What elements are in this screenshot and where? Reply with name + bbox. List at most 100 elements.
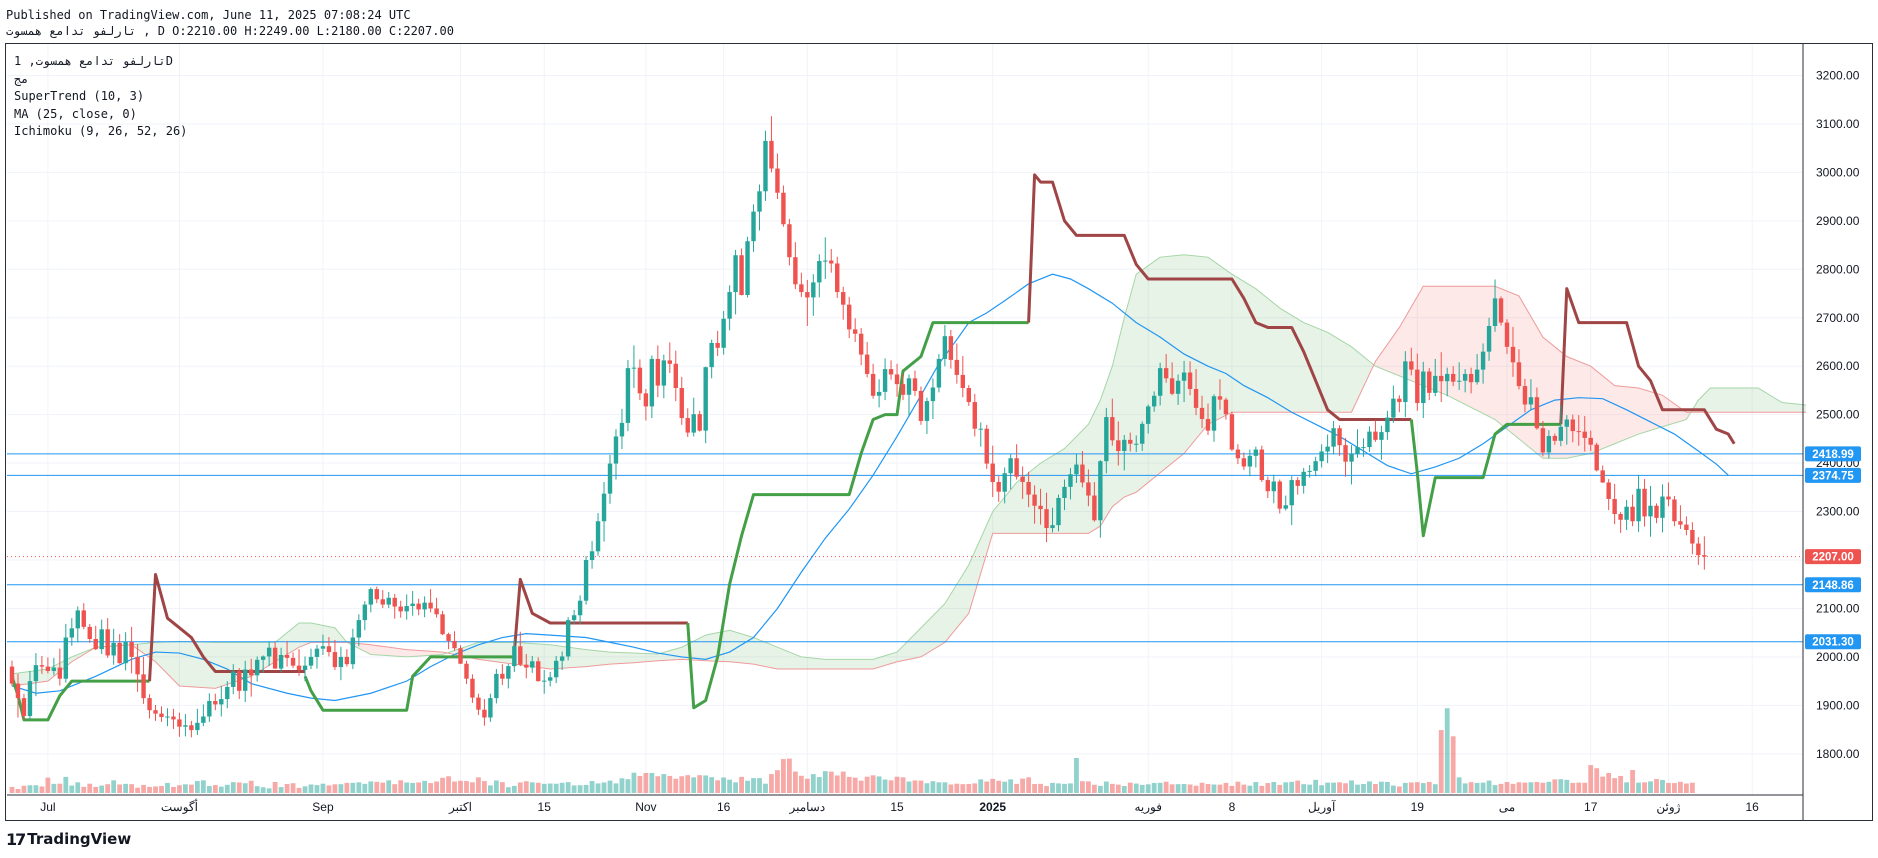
- volume-bar: [715, 780, 721, 793]
- candle-body: [607, 463, 613, 494]
- volume-bar: [1361, 784, 1366, 793]
- y-tick-label: 2000.00: [1816, 650, 1860, 664]
- volume-bar: [69, 785, 75, 793]
- candle-body: [1582, 431, 1587, 438]
- candle-body: [954, 359, 960, 375]
- candle-body: [864, 354, 870, 374]
- volume-bar: [1265, 783, 1271, 793]
- candle-body: [51, 667, 57, 671]
- volume-bar: [1660, 779, 1665, 793]
- candle-body: [422, 602, 427, 610]
- volume-bar: [1390, 785, 1396, 793]
- volume-bar: [194, 781, 200, 793]
- volume-bar: [990, 778, 996, 793]
- volume-bar: [105, 784, 111, 793]
- volume-bar: [523, 781, 529, 793]
- volume-bar: [1444, 708, 1450, 793]
- volume-bar: [1570, 782, 1576, 793]
- volume-bar: [1666, 782, 1671, 793]
- candle-body: [201, 716, 206, 723]
- volume-bar: [111, 780, 117, 793]
- candle-body: [392, 597, 397, 607]
- volume-bar: [1157, 782, 1163, 793]
- volume-bar: [607, 780, 613, 793]
- candle-body: [1606, 482, 1611, 499]
- volume-bar: [505, 787, 511, 793]
- candle-body: [207, 701, 212, 717]
- chart-legend[interactable]: تارلفو تدامع همسوت, 1D مج SuperTrend (10…: [14, 53, 187, 141]
- volume-bar: [882, 779, 888, 793]
- candle-body: [1379, 432, 1384, 440]
- candle-body: [1516, 362, 1522, 387]
- y-tick-label: 2900.00: [1816, 214, 1860, 228]
- volume-bar: [1097, 785, 1103, 793]
- volume-bar: [1223, 782, 1229, 793]
- legend-symbol[interactable]: تارلفو تدامع همسوت, 1D: [14, 54, 173, 68]
- volume-bar: [1211, 784, 1217, 793]
- volume-bar: [147, 786, 152, 793]
- x-tick-label: 8: [1229, 800, 1236, 814]
- candle-body: [1080, 464, 1085, 483]
- volume-bar: [260, 787, 266, 793]
- legend-supertrend[interactable]: SuperTrend (10, 3): [14, 89, 145, 103]
- candle-body: [314, 648, 320, 657]
- volume-bar: [159, 786, 164, 793]
- volume-bar: [1474, 782, 1480, 793]
- volume-bar: [1438, 730, 1444, 793]
- volume-bar: [751, 778, 756, 793]
- legend-ichimoku[interactable]: Ichimoku (9, 26, 52, 26): [14, 124, 188, 138]
- volume-bar: [852, 777, 858, 793]
- candle-body: [278, 654, 284, 669]
- candle-body: [1642, 488, 1647, 517]
- volume-bar: [1594, 768, 1600, 793]
- x-tick-label: 17: [1584, 800, 1598, 814]
- volume-bar: [661, 774, 667, 793]
- hline-price-label: 2374.75: [1812, 470, 1854, 482]
- hline-price-label: 2031.30: [1812, 637, 1854, 649]
- volume-bar: [1534, 781, 1540, 793]
- volume-bar: [1582, 782, 1588, 793]
- candle-body: [344, 656, 350, 665]
- candle-body: [847, 304, 852, 330]
- volume-bar: [39, 786, 45, 793]
- candle-body: [1098, 461, 1103, 521]
- candle-body: [990, 463, 995, 483]
- volume-bar: [302, 786, 308, 793]
- candle-body: [697, 414, 702, 431]
- candle-body: [1456, 380, 1462, 382]
- candle-body: [434, 608, 439, 615]
- candle-body: [1600, 470, 1605, 483]
- volume-bar: [464, 781, 469, 793]
- candle-body: [1313, 461, 1318, 471]
- volume-bar: [1462, 783, 1468, 793]
- ichimoku-span-b: [11, 285, 1806, 689]
- candle-body: [1122, 439, 1127, 451]
- volume-bar: [488, 785, 493, 793]
- volume-bar: [1337, 782, 1342, 793]
- tradingview-logo-text: TradingView: [27, 830, 132, 848]
- tradingview-logo-icon: 17: [6, 829, 26, 849]
- candle-body: [1450, 373, 1456, 382]
- volume-bar: [876, 776, 882, 793]
- tradingview-logo[interactable]: 17 TradingView: [6, 829, 131, 849]
- candle-body: [1678, 521, 1683, 525]
- legend-ma[interactable]: MA (25, close, 0): [14, 106, 137, 121]
- volume-bar: [392, 784, 398, 793]
- candle-body: [1014, 458, 1019, 477]
- volume-bar: [745, 780, 750, 793]
- candle-body: [476, 697, 481, 710]
- volume-bar: [314, 785, 320, 793]
- candle-body: [1630, 506, 1635, 522]
- volume-bar: [1540, 782, 1546, 793]
- candle-body: [643, 393, 649, 407]
- x-tick-label: Nov: [635, 800, 656, 814]
- volume-bar: [1307, 784, 1313, 793]
- chart-frame[interactable]: [5, 43, 1873, 821]
- y-tick-label: 1900.00: [1816, 698, 1860, 712]
- candle-body: [1349, 453, 1354, 462]
- volume-bar: [673, 778, 679, 793]
- volume-bar: [649, 773, 655, 793]
- candle-body: [1433, 375, 1438, 393]
- volume-bar: [541, 783, 547, 793]
